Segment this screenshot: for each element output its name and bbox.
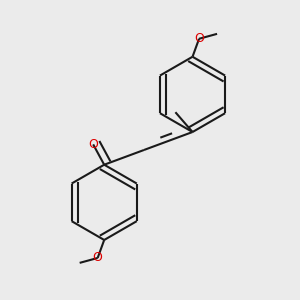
Text: O: O: [88, 138, 98, 151]
Text: O: O: [93, 251, 103, 265]
Text: O: O: [194, 32, 204, 45]
